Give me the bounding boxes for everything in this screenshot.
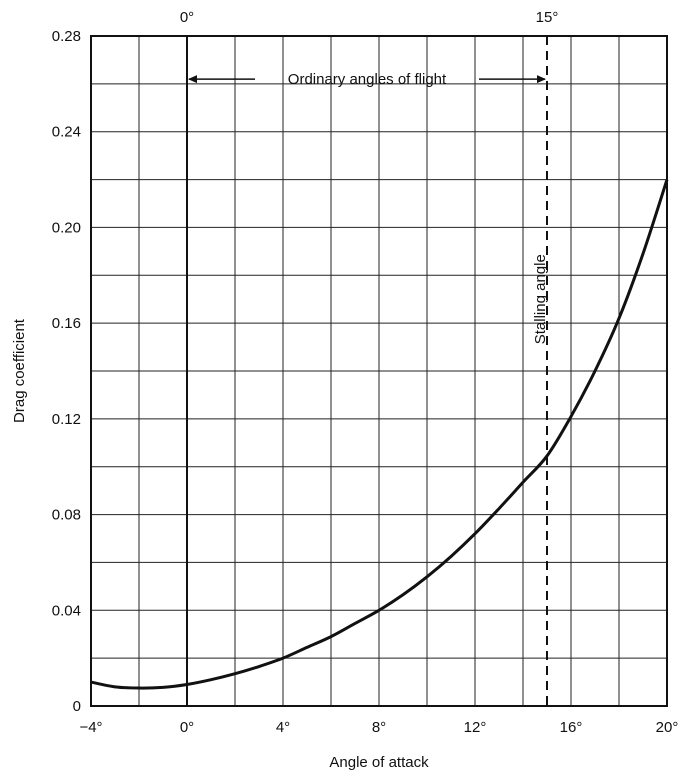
arrow-head-right-icon — [537, 75, 546, 84]
x-tick-label: 20° — [656, 719, 679, 736]
drag-curve-series — [90, 179, 669, 690]
x-axis-title: Angle of attack — [329, 754, 429, 771]
y-tick-label: 0.12 — [52, 411, 81, 428]
arrow-head-left-icon — [188, 75, 197, 84]
y-tick-label: 0 — [73, 698, 81, 715]
y-tick-label: 0.24 — [52, 124, 81, 141]
fifteen-degree-top-label: 15° — [536, 9, 559, 26]
x-tick-label: 4° — [276, 719, 290, 736]
y-axis-title: Drag coefficient — [11, 318, 28, 423]
x-tick-label: 16° — [560, 719, 583, 736]
x-tick-label: 8° — [372, 719, 386, 736]
x-tick-label: 12° — [464, 719, 487, 736]
y-tick-label: 0.16 — [52, 315, 81, 332]
stalling-angle-label: Stalling angle — [532, 254, 549, 344]
zero-degree-top-label: 0° — [180, 9, 194, 26]
x-tick-label: 0° — [180, 719, 194, 736]
plot-frame — [90, 35, 668, 707]
reference-lines — [186, 36, 548, 706]
x-tick-label: −4° — [79, 719, 102, 736]
y-tick-label: 0.20 — [52, 219, 81, 236]
y-tick-label: 0.04 — [52, 602, 81, 619]
tick-labels: −4° 0° 4° 8° 12° 16° 20° 0 0.04 0.08 0.12 0.16 0.20 0… — [52, 28, 679, 736]
ordinary-angles-label: Ordinary angles of flight — [288, 71, 447, 88]
y-tick-label: 0.28 — [52, 28, 81, 45]
y-tick-label: 0.08 — [52, 507, 81, 524]
drag-curve-line — [90, 179, 669, 690]
grid-lines — [90, 35, 668, 707]
